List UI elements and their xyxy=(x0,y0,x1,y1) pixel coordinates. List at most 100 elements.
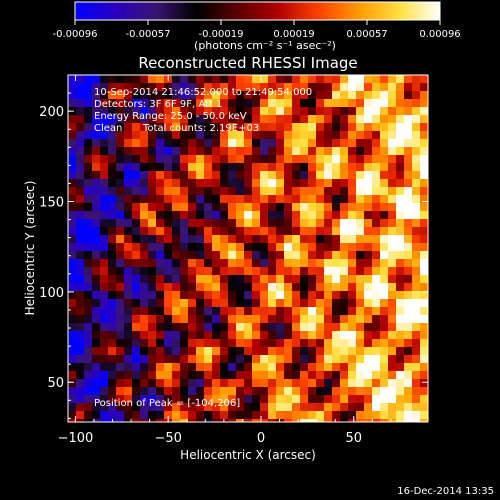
heatmap-cell xyxy=(252,147,260,155)
heatmap-cell xyxy=(244,99,252,107)
heatmap-cell xyxy=(364,283,372,291)
heatmap-cell xyxy=(220,331,228,339)
heatmap-cell xyxy=(412,75,420,83)
heatmap-cell xyxy=(412,115,420,123)
heatmap-cell xyxy=(268,283,276,291)
heatmap-cell xyxy=(164,323,172,331)
heatmap-cell xyxy=(172,379,180,387)
heatmap-cell xyxy=(348,347,356,355)
heatmap-cell xyxy=(180,155,188,163)
heatmap-cell xyxy=(84,131,92,139)
heatmap-cell xyxy=(140,211,148,219)
heatmap-cell xyxy=(420,75,428,83)
heatmap-cell xyxy=(124,219,132,227)
heatmap-cell xyxy=(268,147,276,155)
heatmap-cell xyxy=(188,235,196,243)
heatmap-cell xyxy=(188,243,196,251)
heatmap-cell xyxy=(244,307,252,315)
heatmap-cell xyxy=(244,275,252,283)
heatmap-cell xyxy=(300,203,308,211)
heatmap-cell xyxy=(172,315,180,323)
heatmap-cell xyxy=(196,227,204,235)
heatmap-cell xyxy=(124,323,132,331)
heatmap-cell xyxy=(372,107,380,115)
heatmap-cell xyxy=(84,267,92,275)
heatmap-cell xyxy=(76,259,84,267)
heatmap-cell xyxy=(348,83,356,91)
heatmap-cell xyxy=(380,411,388,419)
heatmap-cell xyxy=(284,243,292,251)
heatmap-cell xyxy=(156,219,164,227)
heatmap-cell xyxy=(68,331,76,339)
heatmap-cell xyxy=(188,267,196,275)
heatmap-cell xyxy=(76,171,84,179)
heatmap-cell xyxy=(124,99,132,107)
heatmap-cell xyxy=(412,323,420,331)
heatmap-cell xyxy=(372,171,380,179)
heatmap-cell xyxy=(348,403,356,411)
heatmap-cell xyxy=(260,195,268,203)
heatmap-cell xyxy=(252,403,260,411)
x-tick-label: 50 xyxy=(345,431,362,446)
heatmap-cell xyxy=(236,187,244,195)
heatmap-cell xyxy=(404,315,412,323)
heatmap-cell xyxy=(268,315,276,323)
heatmap-cell xyxy=(244,107,252,115)
heatmap-cell xyxy=(132,235,140,243)
heatmap-cell xyxy=(132,99,140,107)
heatmap-cell xyxy=(124,123,132,131)
heatmap-cell xyxy=(316,331,324,339)
heatmap-cell xyxy=(276,91,284,99)
heatmap-cell xyxy=(124,387,132,395)
heatmap-cell xyxy=(356,315,364,323)
heatmap-cell xyxy=(116,299,124,307)
heatmap-cell xyxy=(164,371,172,379)
heatmap-cell xyxy=(188,147,196,155)
heatmap-cell xyxy=(116,211,124,219)
heatmap-cell xyxy=(332,91,340,99)
heatmap-cell xyxy=(180,99,188,107)
heatmap-cell xyxy=(388,115,396,123)
heatmap-cell xyxy=(204,283,212,291)
heatmap-cell xyxy=(180,363,188,371)
heatmap-cell xyxy=(164,195,172,203)
heatmap-cell xyxy=(268,331,276,339)
heatmap-cell xyxy=(116,179,124,187)
heatmap-cell xyxy=(68,235,76,243)
heatmap-cell xyxy=(244,403,252,411)
heatmap-cell xyxy=(364,419,372,422)
heatmap-cell xyxy=(396,283,404,291)
heatmap-cell xyxy=(156,251,164,259)
heatmap-cell xyxy=(124,235,132,243)
heatmap-cell xyxy=(212,395,220,403)
heatmap-cell xyxy=(100,115,108,123)
heatmap-cell xyxy=(276,187,284,195)
heatmap-cell xyxy=(228,107,236,115)
heatmap-cell xyxy=(308,419,316,422)
heatmap-cell xyxy=(124,347,132,355)
heatmap-cell xyxy=(348,155,356,163)
heatmap-cell xyxy=(292,411,300,419)
heatmap-cell xyxy=(228,195,236,203)
heatmap-cell xyxy=(220,275,228,283)
heatmap-cell xyxy=(268,387,276,395)
heatmap-cell xyxy=(132,123,140,131)
heatmap-cell xyxy=(356,355,364,363)
heatmap-cell xyxy=(412,147,420,155)
heatmap-cell xyxy=(76,179,84,187)
heatmap-cell xyxy=(68,379,76,387)
heatmap-cell xyxy=(68,83,76,91)
heatmap-cell xyxy=(252,123,260,131)
heatmap-cell xyxy=(268,187,276,195)
heatmap-cell xyxy=(340,187,348,195)
heatmap-cell xyxy=(268,347,276,355)
heatmap-cell xyxy=(204,379,212,387)
heatmap-cell xyxy=(268,339,276,347)
heatmap-cell xyxy=(156,235,164,243)
heatmap-cell xyxy=(124,155,132,163)
heatmap-cell xyxy=(132,315,140,323)
heatmap-cell xyxy=(116,171,124,179)
heatmap-cell xyxy=(172,75,180,83)
heatmap-cell xyxy=(172,267,180,275)
heatmap-cell xyxy=(108,355,116,363)
